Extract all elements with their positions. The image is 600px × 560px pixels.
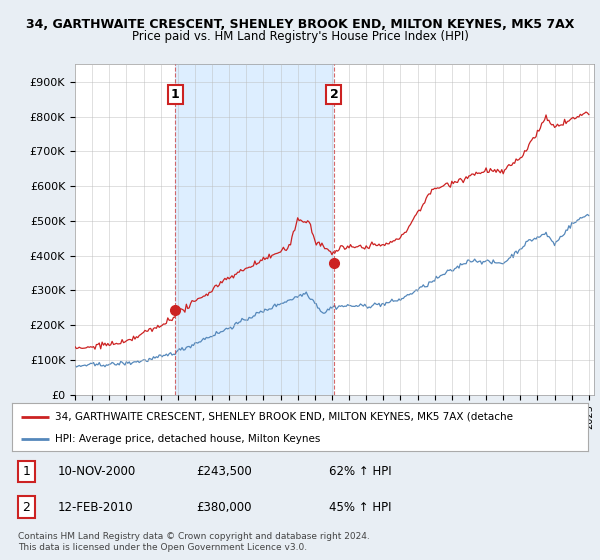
Text: 1: 1 — [171, 87, 180, 101]
Text: 45% ↑ HPI: 45% ↑ HPI — [329, 501, 391, 514]
Text: Price paid vs. HM Land Registry's House Price Index (HPI): Price paid vs. HM Land Registry's House … — [131, 30, 469, 43]
Text: £243,500: £243,500 — [196, 465, 252, 478]
Text: 34, GARTHWAITE CRESCENT, SHENLEY BROOK END, MILTON KEYNES, MK5 7AX (detache: 34, GARTHWAITE CRESCENT, SHENLEY BROOK E… — [55, 412, 513, 422]
Text: 1: 1 — [22, 465, 31, 478]
Text: 10-NOV-2000: 10-NOV-2000 — [58, 465, 136, 478]
Text: Contains HM Land Registry data © Crown copyright and database right 2024.
This d: Contains HM Land Registry data © Crown c… — [18, 533, 370, 552]
Text: 12-FEB-2010: 12-FEB-2010 — [58, 501, 134, 514]
Text: 2: 2 — [329, 87, 338, 101]
Text: HPI: Average price, detached house, Milton Keynes: HPI: Average price, detached house, Milt… — [55, 434, 320, 444]
Text: 34, GARTHWAITE CRESCENT, SHENLEY BROOK END, MILTON KEYNES, MK5 7AX: 34, GARTHWAITE CRESCENT, SHENLEY BROOK E… — [26, 18, 574, 31]
Bar — [175, 64, 334, 395]
Text: £380,000: £380,000 — [196, 501, 252, 514]
Text: 2: 2 — [22, 501, 31, 514]
Text: 62% ↑ HPI: 62% ↑ HPI — [329, 465, 391, 478]
